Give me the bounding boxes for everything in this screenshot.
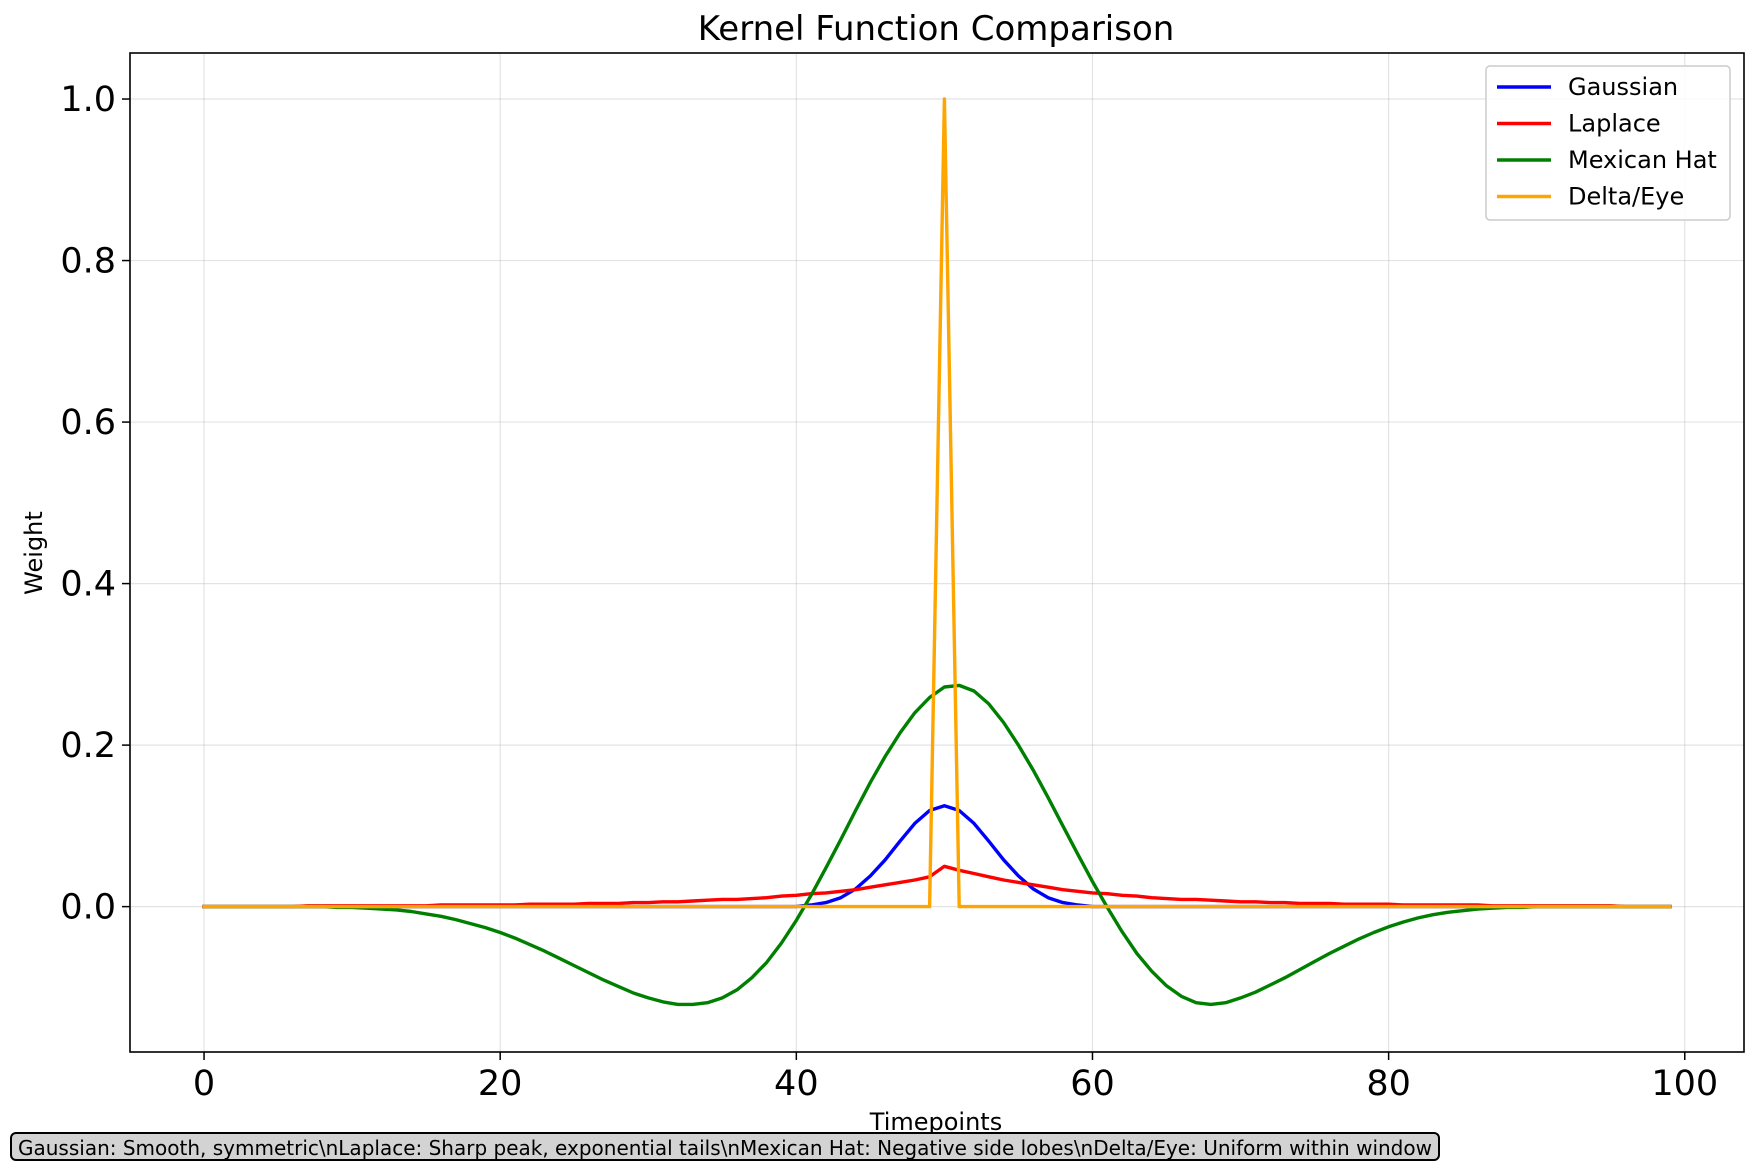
series-line-delta-eye xyxy=(202,97,1672,909)
chart-title: Kernel Function Comparison xyxy=(698,9,1175,49)
x-tick-label: 80 xyxy=(1366,1064,1411,1104)
y-tick-label: 0.4 xyxy=(60,565,116,605)
annotation-box: Gaussian: Smooth, symmetric\nLaplace: Sh… xyxy=(10,1132,1440,1161)
y-tick-label: 0.6 xyxy=(60,403,116,443)
x-tick-label: 40 xyxy=(774,1064,819,1104)
series-line-mexican-hat xyxy=(202,683,1672,1007)
x-axis-label: Timepoints xyxy=(869,1108,1002,1136)
y-tick-label: 0.2 xyxy=(60,726,116,766)
axis-ticks: 0 20 40 60 80 100 0.0 0.2 0.4 0.6 0.8 1.0 xyxy=(60,80,1718,1104)
y-tick-label: 0.8 xyxy=(60,242,116,282)
series-line-laplace xyxy=(202,864,1672,909)
legend-label-laplace: Laplace xyxy=(1568,110,1661,138)
series-line-gaussian xyxy=(202,804,1672,909)
series-layer xyxy=(202,97,1672,1007)
x-tick-label: 20 xyxy=(478,1064,523,1104)
x-tick-label: 60 xyxy=(1070,1064,1115,1104)
y-tick-label: 0.0 xyxy=(60,888,116,928)
legend-label-mexican-hat: Mexican Hat xyxy=(1568,146,1717,174)
x-tick-label: 0 xyxy=(193,1064,215,1104)
x-tick-label: 100 xyxy=(1651,1064,1718,1104)
plot-frame xyxy=(129,52,1745,1053)
legend-label-delta-eye: Delta/Eye xyxy=(1568,183,1684,211)
legend: Gaussian Laplace Mexican Hat Delta/Eye xyxy=(1485,65,1731,221)
y-tick-label: 1.0 xyxy=(60,80,116,120)
legend-label-gaussian: Gaussian xyxy=(1568,73,1678,101)
legend-frame xyxy=(1485,65,1731,221)
y-axis-label: Weight xyxy=(20,511,48,595)
